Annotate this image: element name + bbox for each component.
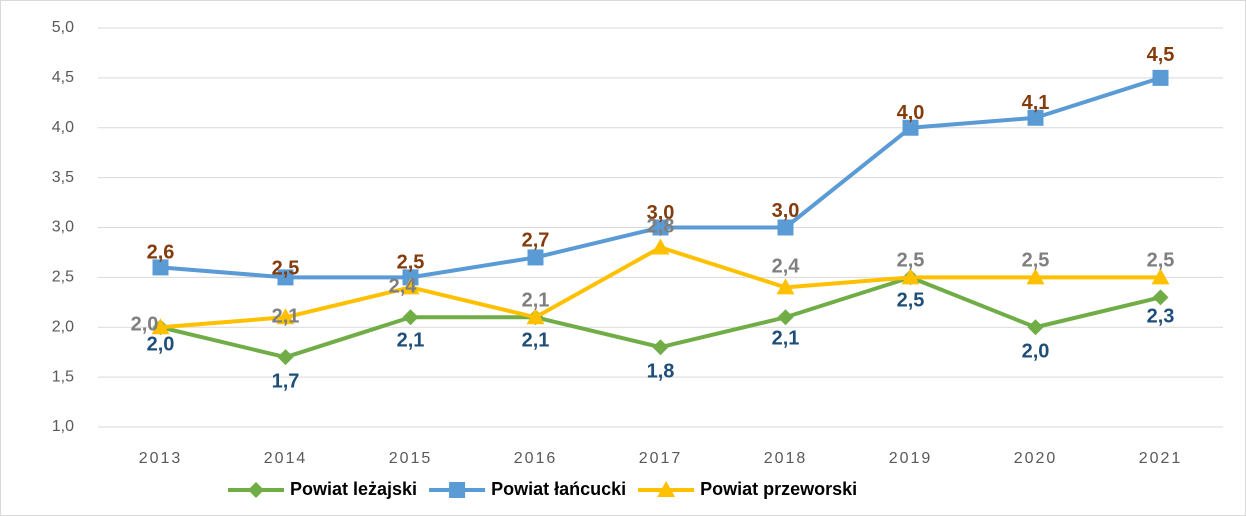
x-tick-label: 2014 [264, 450, 308, 467]
data-label: 2,8 [647, 216, 675, 238]
legend-label: Powiat łańcucki [491, 479, 626, 499]
x-tick-label: 2018 [764, 450, 808, 467]
marker [1027, 319, 1044, 336]
y-tick-label: 1,0 [52, 418, 74, 435]
x-tick-label: 2021 [1139, 450, 1183, 467]
x-tick-label: 2019 [889, 450, 933, 467]
data-label: 2,6 [147, 242, 175, 264]
data-label: 2,0 [147, 334, 175, 356]
marker [652, 339, 669, 356]
marker [1026, 268, 1045, 285]
x-tick-label: 2017 [639, 450, 683, 467]
marker [1152, 69, 1169, 86]
data-label: 4,0 [897, 102, 925, 124]
data-label: 2,1 [397, 330, 425, 352]
y-tick-label: 4,0 [52, 119, 74, 136]
data-label: 2,5 [1147, 250, 1175, 272]
y-tick-label: 3,0 [52, 219, 74, 236]
marker [1152, 289, 1169, 306]
legend-label: Powiat leżajski [290, 479, 417, 499]
x-tick-label: 2020 [1014, 450, 1058, 467]
data-label: 2,5 [272, 258, 300, 280]
data-label: 2,0 [1022, 341, 1050, 363]
data-label: 4,1 [1022, 92, 1050, 114]
data-label: 2,1 [272, 306, 300, 328]
data-label: 2,1 [522, 290, 550, 312]
data-label: 3,0 [647, 202, 675, 224]
y-tick-label: 2,0 [52, 318, 74, 335]
marker [151, 318, 170, 335]
y-tick-label: 5,0 [52, 19, 74, 36]
series [152, 69, 1169, 286]
marker [652, 219, 669, 236]
y-tick-label: 2,5 [52, 269, 74, 286]
data-label: 2,7 [522, 230, 550, 252]
marker [277, 349, 294, 366]
x-tick-label: 2016 [514, 450, 558, 467]
data-label: 4,5 [1147, 44, 1175, 66]
data-label: 2,1 [772, 328, 800, 350]
marker [776, 278, 795, 295]
marker [902, 119, 919, 136]
marker [1151, 268, 1170, 285]
marker [402, 269, 419, 286]
x-tick-label: 2015 [389, 450, 433, 467]
marker [449, 482, 466, 498]
marker [152, 259, 169, 276]
data-label: 1,7 [272, 370, 300, 392]
marker [527, 249, 544, 266]
marker [1027, 109, 1044, 126]
data-label: 2,0 [131, 314, 159, 336]
series [151, 238, 1170, 335]
marker [401, 278, 420, 295]
marker [526, 308, 545, 325]
y-tick-label: 4,5 [52, 69, 74, 86]
marker [777, 309, 794, 326]
marker [277, 269, 294, 286]
marker [248, 482, 264, 498]
marker [402, 309, 419, 326]
marker [651, 238, 670, 255]
data-label: 2,4 [772, 256, 801, 278]
marker [276, 308, 295, 325]
data-label: 1,8 [647, 360, 675, 382]
x-tick-label: 2013 [139, 450, 183, 467]
data-label: 2,3 [1147, 306, 1175, 328]
y-tick-label: 1,5 [52, 368, 74, 385]
marker [777, 219, 794, 236]
y-tick-label: 3,5 [52, 169, 74, 186]
data-label: 2,5 [897, 290, 925, 312]
data-label: 2,5 [397, 252, 425, 274]
marker [901, 268, 920, 285]
data-label: 2,5 [897, 250, 925, 272]
legend-label: Powiat przeworski [700, 479, 857, 499]
data-label: 2,5 [1022, 250, 1050, 272]
data-label: 3,0 [772, 200, 800, 222]
data-label: 2,4 [389, 276, 418, 298]
data-label: 2,1 [522, 330, 550, 352]
marker [657, 481, 676, 497]
